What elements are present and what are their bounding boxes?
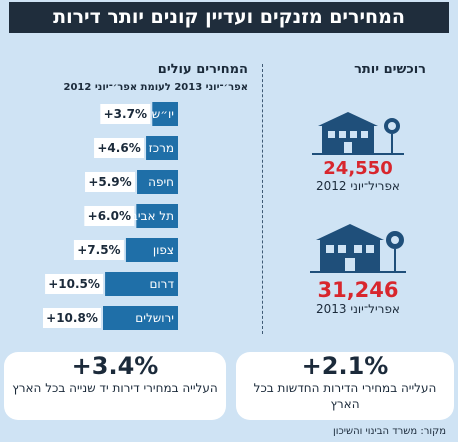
category-label: דרום [149,277,174,291]
bar [125,238,178,262]
purchases-2013-period: אפריל־יוני 2013 [316,302,400,316]
data-label: +5.9% [88,175,131,189]
new-homes-desc: העלייה במחירי הדירות החדשות בכל הארץ [253,381,437,411]
category-label: צפון [153,243,174,257]
data-label-box [94,138,145,158]
bar [136,204,178,228]
prices-subheading: אפר׳־יוני 2013 לעומת אפר׳־יוני 2012 [63,82,248,93]
purchases-2013-value: 31,246 [317,278,399,302]
bar [146,136,178,160]
prices-heading: המחירים עולים [157,62,248,77]
data-label: +6.0% [88,209,131,223]
category-label: תל אביב [131,209,174,223]
page-title: המחירים מזנקים ועדיין קונים יותר דירות [9,2,449,33]
price-change-bar-chart: יו״ש +3.7% מרכז +4.6% חיפה +5.9% תל אביב+6.0% צ… [43,102,178,330]
data-label: +3.7% [104,107,147,121]
prices-panel: המחירים עולים אפר׳־יוני 2013 לעומת אפר׳־… [4,60,254,345]
data-label: +10.8% [46,311,98,325]
category-label: חיפה [148,175,174,189]
data-label: +4.6% [97,141,140,155]
data-label-box [100,104,151,124]
secondhand-summary-box: +3.4% העלייה במחירי דירות יד שנייה בכל ה… [4,352,226,420]
bar [152,102,178,126]
data-label-box [85,172,136,192]
secondhand-desc: העלייה במחירי דירות יד שנייה בכל הארץ [12,381,218,395]
house-icon [312,112,404,155]
data-label: +10.5% [48,277,100,291]
data-label: +7.5% [77,243,120,257]
category-label: ירושלים [135,311,174,325]
new-homes-pct: +2.1% [301,352,389,380]
bar [137,170,178,194]
purchases-heading: רוכשים יותר [354,62,426,77]
purchases-2013: 31,246 אפריל־יוני 2013 [272,278,444,316]
data-label-box [73,240,124,260]
category-label: יו״ש [152,107,174,121]
purchases-2012-value: 24,550 [323,158,393,179]
secondhand-pct: +3.4% [71,352,159,380]
category-label: מרכז [149,141,174,155]
bar [103,306,178,330]
data-label-box [43,308,101,328]
panel-divider [262,64,263,334]
house-icon [310,224,406,273]
source-note: מקור: משרד הבינוי והשיכון [333,426,446,437]
purchases-2012-period: אפריל־יוני 2012 [316,179,400,193]
data-label-box [45,274,104,294]
new-homes-summary-box: +2.1% העלייה במחירי הדירות החדשות בכל הא… [236,352,454,420]
bar [105,272,178,296]
data-label-box [84,206,135,226]
purchases-2012: 24,550 אפריל־יוני 2012 [272,158,444,193]
purchases-panel: רוכשים יותר 24,550 אפריל־יוני 2012 31,24… [272,60,444,330]
